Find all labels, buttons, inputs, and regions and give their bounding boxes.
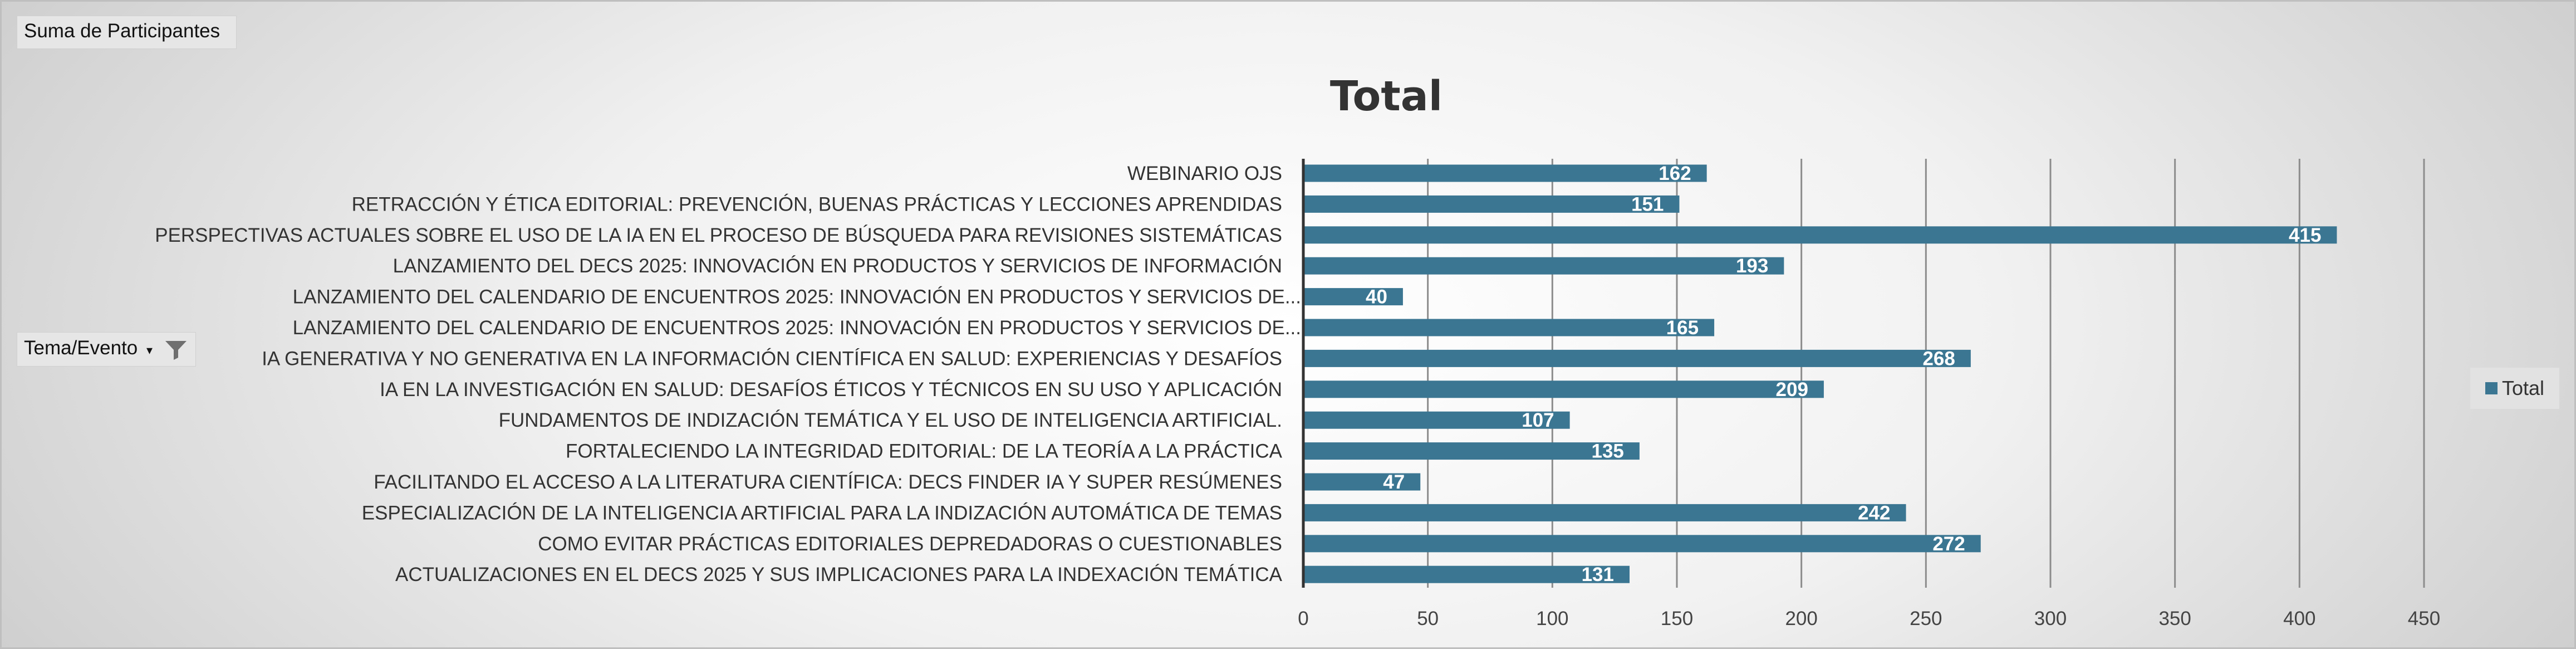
bar[interactable] [1304,349,1971,367]
data-label: 40 [1366,286,1387,308]
data-labels: 162 151 415 193 40 165 268 209 107 135 47 242 272 131 [1366,163,2321,585]
data-label: 151 [1631,193,1664,215]
row-field-label: Tema/Evento ▾ [24,337,153,359]
chevron-down-icon: ▾ [146,343,153,357]
data-label: 193 [1736,255,1768,277]
category-label: IA GENERATIVA Y NO GENERATIVA EN LA INFO… [262,348,1282,369]
bar[interactable] [1304,226,2337,244]
value-field-button[interactable]: Suma de Participantes [17,16,237,49]
bar[interactable] [1304,411,1570,429]
data-label: 242 [1858,502,1890,524]
bar[interactable] [1304,535,1981,553]
tick-label: 400 [2283,608,2315,630]
bar[interactable] [1304,504,1906,521]
category-label: FORTALECIENDO LA INTEGRIDAD EDITORIAL: D… [566,441,1283,462]
bar[interactable] [1304,565,1630,583]
data-label: 272 [1932,533,1965,555]
category-label: LANZAMIENTO DEL CALENDARIO DE ENCUENTROS… [293,317,1301,339]
category-label: RETRACCIÓN Y ÉTICA EDITORIAL: PREVENCIÓN… [352,193,1282,215]
gridlines [1427,159,2425,588]
bars [1304,164,2337,583]
category-label: COMO EVITAR PRÁCTICAS EDITORIALES DEPRED… [538,533,1282,555]
legend-swatch [2485,382,2498,394]
tick-label: 200 [1785,608,1817,630]
data-label: 135 [1591,441,1623,462]
category-label: PERSPECTIVAS ACTUALES SOBRE EL USO DE LA… [155,225,1282,246]
data-label: 47 [1383,471,1405,493]
category-label: LANZAMIENTO DEL CALENDARIO DE ENCUENTROS… [293,286,1301,308]
tick-label: 50 [1417,608,1439,630]
tick-label: 250 [1910,608,1942,630]
data-label: 162 [1659,163,1691,184]
category-label: IA EN LA INVESTIGACIÓN EN SALUD: DESAFÍO… [380,379,1282,401]
legend-label: Total [2501,377,2545,399]
tick-label: 300 [2034,608,2067,630]
filter-icon[interactable] [163,336,189,362]
row-field-button[interactable]: Tema/Evento ▾ [17,332,196,367]
category-label: FUNDAMENTOS DE INDIZACIÓN TEMÁTICA Y EL … [499,409,1282,431]
data-label: 131 [1582,564,1614,585]
legend: Total [2470,368,2559,409]
category-label: ESPECIALIZACIÓN DE LA INTELIGENCIA ARTIF… [362,502,1282,524]
tick-label: 350 [2158,608,2191,630]
bar[interactable] [1304,164,1707,182]
category-label: ACTUALIZACIONES EN EL DECS 2025 Y SUS IM… [395,564,1283,585]
data-label: 209 [1776,379,1808,401]
data-label: 165 [1666,317,1699,339]
category-label: FACILITANDO EL ACCESO A LA LITERATURA CI… [374,471,1282,493]
tick-label: 0 [1298,608,1308,630]
tick-label: 450 [2408,608,2440,630]
value-field-label: Suma de Participantes [24,20,220,42]
bar[interactable] [1304,473,1421,491]
category-labels: WEBINARIO OJS RETRACCIÓN Y ÉTICA EDITORIA… [155,163,1301,585]
chart-title: Total [1330,72,1442,120]
bar[interactable] [1304,288,1403,306]
tick-label: 150 [1661,608,1693,630]
bar[interactable] [1304,257,1784,275]
tick-label: 100 [1536,608,1568,630]
category-label: LANZAMIENTO DEL DECS 2025: INNOVACIÓN EN… [393,255,1282,277]
bar[interactable] [1304,195,1680,213]
data-label: 415 [2289,225,2321,246]
value-axis-ticks: 0 50 100 150 200 250 300 350 400 450 [1298,608,2440,630]
data-label: 107 [1522,409,1554,431]
category-label: WEBINARIO OJS [1127,163,1282,184]
data-label: 268 [1922,348,1955,369]
bar[interactable] [1304,442,1640,460]
bar[interactable] [1304,380,1824,398]
bar[interactable] [1304,319,1715,336]
